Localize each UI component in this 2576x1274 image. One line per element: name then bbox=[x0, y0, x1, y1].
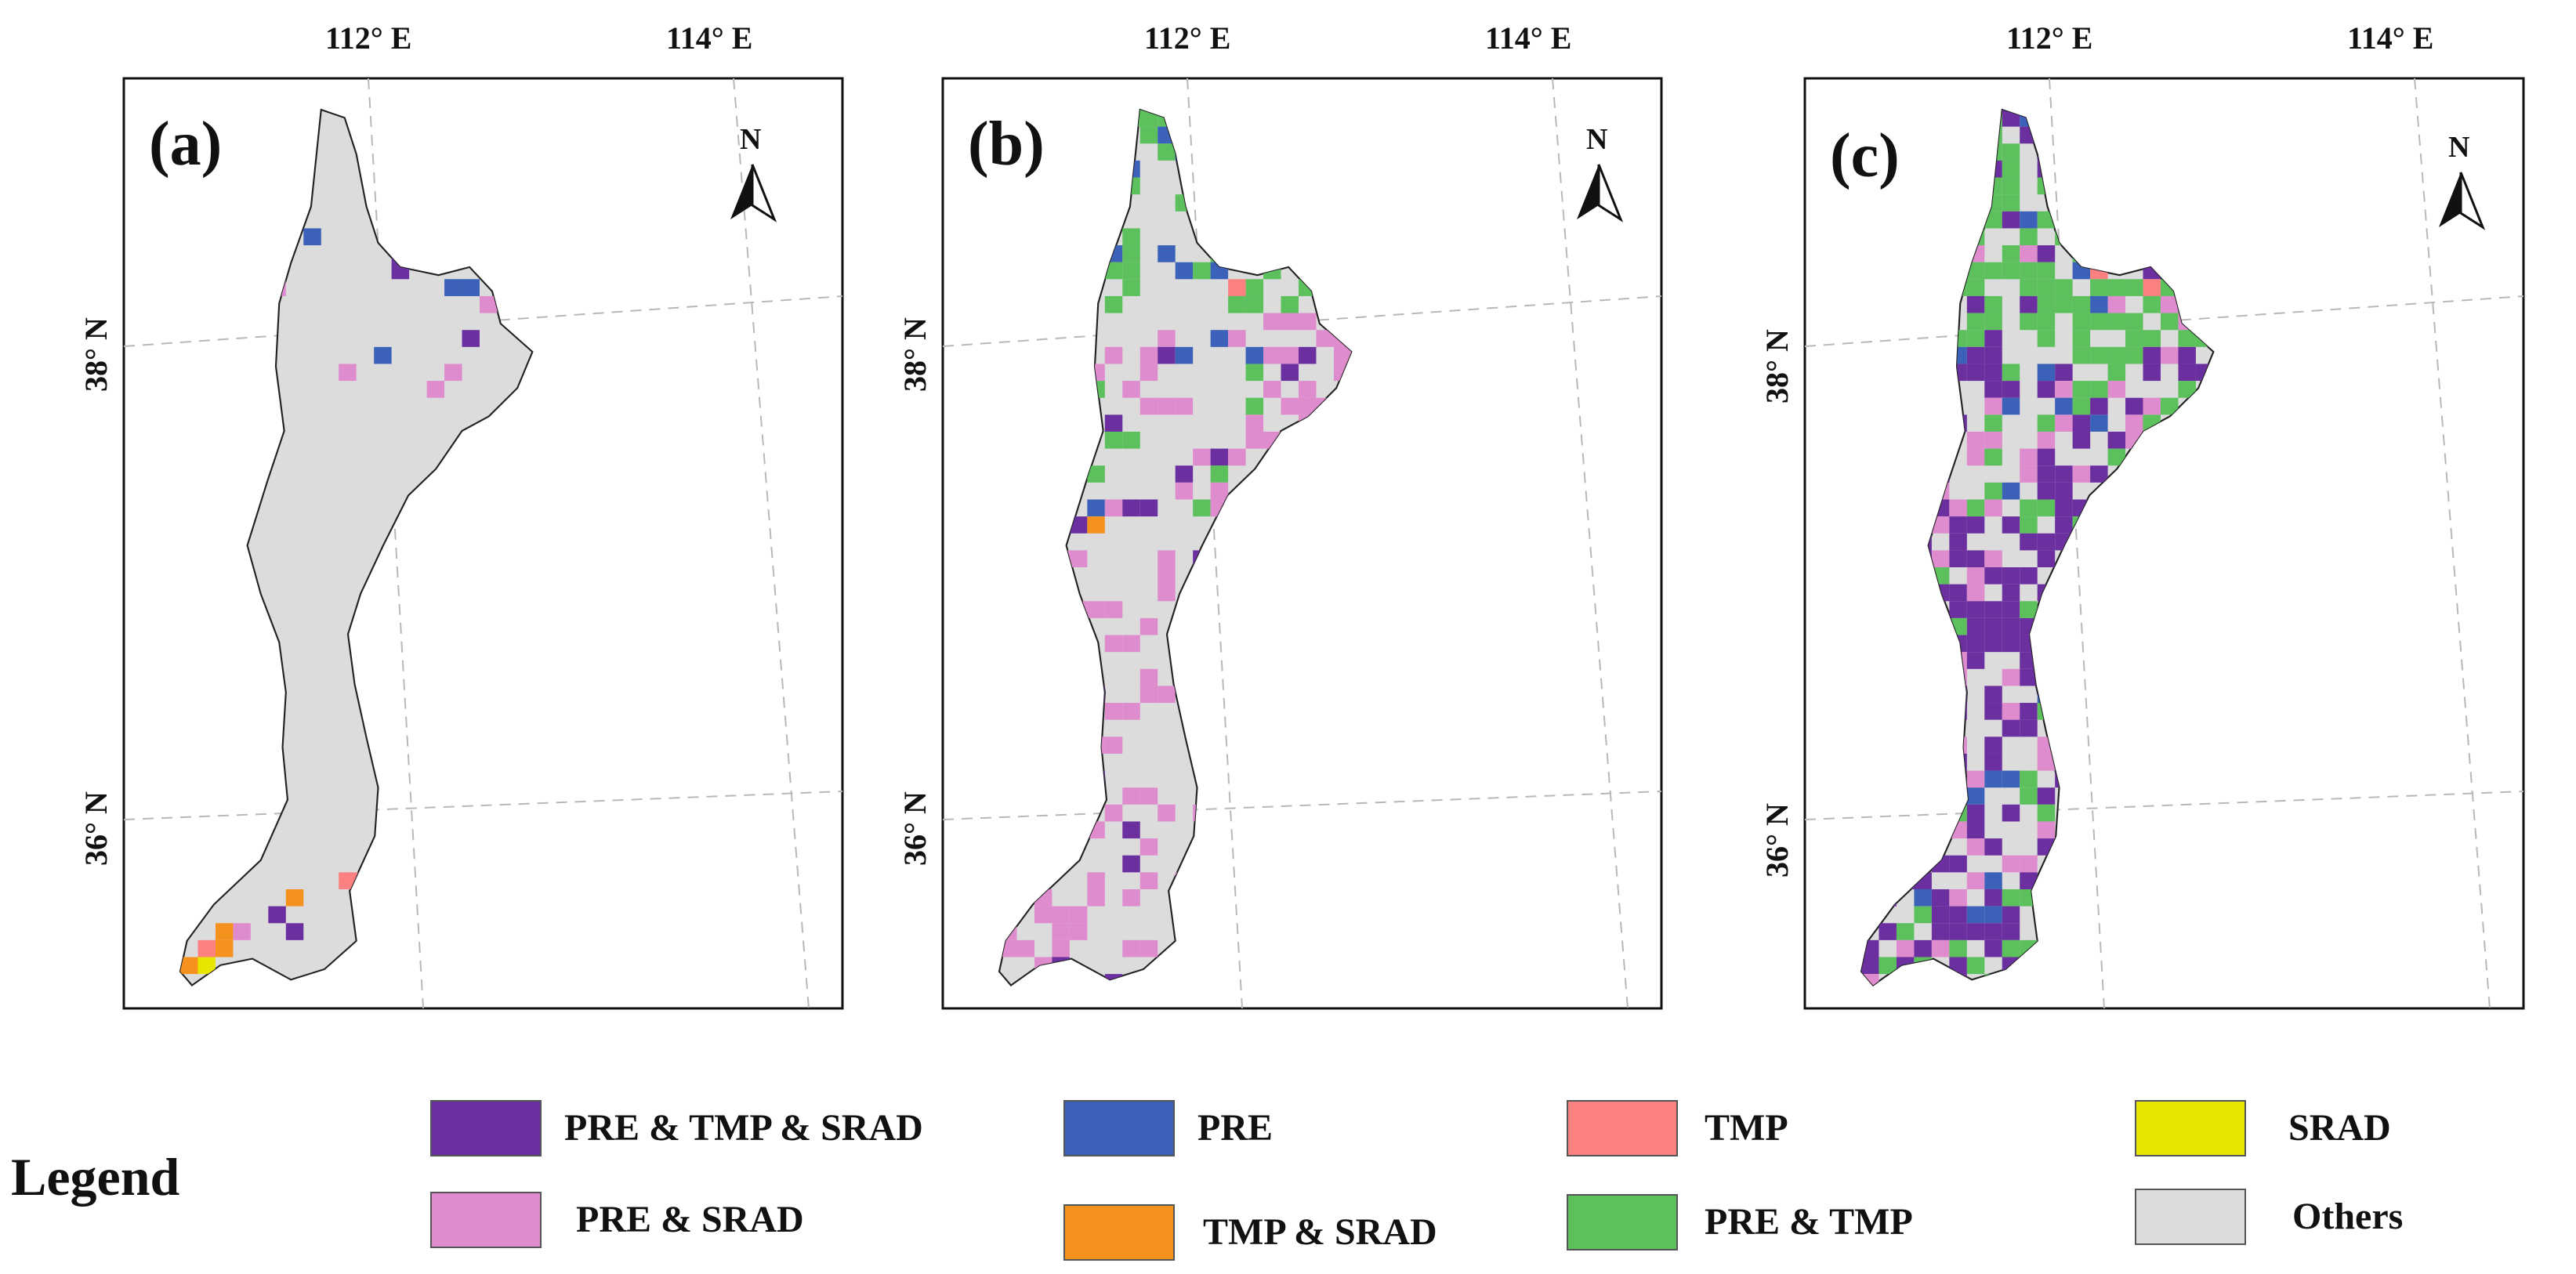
panel-label: (a) bbox=[149, 110, 222, 179]
latitude-label-38: 38° N bbox=[78, 317, 114, 392]
latitude-label-38: 38° N bbox=[897, 317, 933, 392]
north-arrow-icon: N bbox=[2439, 131, 2486, 230]
north-arrow-icon: N bbox=[730, 123, 777, 223]
legend-title: Legend bbox=[11, 1147, 180, 1207]
latitude-label-36: 36° N bbox=[1759, 803, 1795, 878]
legend-swatch-pre-srad bbox=[430, 1192, 542, 1248]
legend-label-tmp: TMP bbox=[1705, 1107, 1788, 1149]
legend-swatch-pre-tmp bbox=[1567, 1194, 1678, 1250]
legend-label-pre-srad: PRE & SRAD bbox=[576, 1199, 804, 1240]
longitude-label-114: 114° E bbox=[2347, 20, 2433, 56]
svg-text:N: N bbox=[2448, 131, 2469, 164]
panel-frame bbox=[1803, 77, 2525, 1010]
legend-swatch-tmp-srad bbox=[1063, 1204, 1175, 1261]
latitude-label-38: 38° N bbox=[1759, 329, 1795, 404]
longitude-label-114: 114° E bbox=[666, 20, 752, 56]
legend-swatch-others bbox=[2135, 1189, 2246, 1245]
svg-text:N: N bbox=[1586, 123, 1607, 156]
longitude-label-114: 114° E bbox=[1485, 20, 1571, 56]
map-panel-a: (a) 112° E 114° E 38° N 36° N N bbox=[78, 20, 844, 1010]
north-arrow-icon: N bbox=[1577, 123, 1624, 223]
map-panel-c: (c) 112° E 114° E 38° N 36° N N bbox=[1759, 20, 2525, 1010]
legend-label-tmp-srad: TMP & SRAD bbox=[1203, 1211, 1437, 1253]
longitude-label-112: 112° E bbox=[1144, 20, 1230, 56]
legend-swatch-srad bbox=[2135, 1100, 2246, 1156]
panel-frame bbox=[122, 77, 844, 1010]
panel-frame bbox=[941, 77, 1663, 1010]
legend-label-others: Others bbox=[2292, 1196, 2403, 1237]
legend-swatch-tmp bbox=[1567, 1100, 1678, 1156]
legend: Legend PRE & TMP & SRAD PRE & SRAD PRE T… bbox=[11, 1100, 2403, 1261]
legend-label-pre: PRE bbox=[1197, 1107, 1273, 1149]
legend-label-pre-tmp: PRE & TMP bbox=[1705, 1201, 1913, 1243]
legend-label-pre-tmp-srad: PRE & TMP & SRAD bbox=[564, 1107, 923, 1149]
panel-label: (c) bbox=[1830, 121, 1900, 190]
legend-swatch-pre bbox=[1063, 1100, 1175, 1156]
longitude-label-112: 112° E bbox=[325, 20, 411, 56]
latitude-label-36: 36° N bbox=[78, 791, 114, 866]
panel-label: (b) bbox=[968, 110, 1045, 179]
legend-swatch-pre-tmp-srad bbox=[430, 1100, 542, 1156]
svg-text:N: N bbox=[740, 123, 761, 156]
longitude-label-112: 112° E bbox=[2006, 20, 2092, 56]
map-panel-b: (b) 112° E 114° E 38° N 36° N N bbox=[897, 20, 1663, 1010]
latitude-label-36: 36° N bbox=[897, 791, 933, 866]
legend-label-srad: SRAD bbox=[2288, 1107, 2391, 1149]
